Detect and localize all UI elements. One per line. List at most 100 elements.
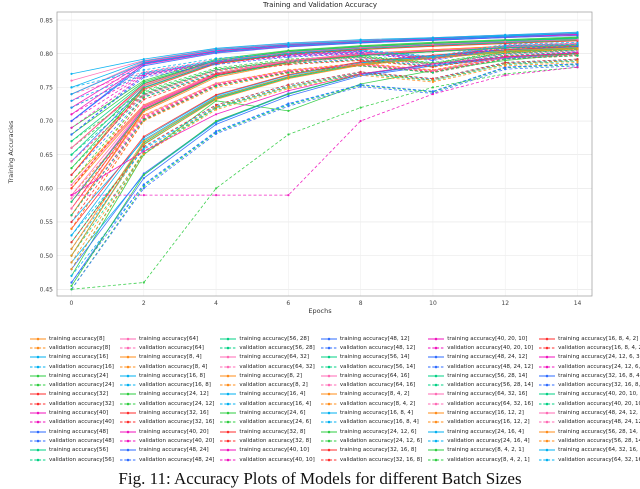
legend-item-label: training accuracy[8, 4, 2] <box>339 391 410 398</box>
legend-item-label: training accuracy[56, 28, 14] <box>447 372 528 379</box>
validation-series-line <box>71 44 578 135</box>
legend-line-sample <box>320 430 337 433</box>
series-marker <box>215 60 218 63</box>
validation-series-line <box>71 60 578 270</box>
series-marker <box>504 56 507 59</box>
training-series-line <box>71 47 578 250</box>
legend-line-sample <box>220 458 237 461</box>
series-marker <box>70 180 73 183</box>
series-marker <box>70 284 73 287</box>
series-marker <box>70 72 73 75</box>
series-marker <box>431 86 434 89</box>
training-series-line <box>71 39 578 149</box>
legend-line-sample <box>30 383 46 387</box>
legend-item-label: training accuracy[16, 8, 4] <box>339 410 413 417</box>
training-series-line <box>71 39 578 162</box>
series-marker <box>359 46 362 49</box>
series-marker <box>287 105 290 108</box>
series-marker <box>70 200 73 203</box>
series-marker <box>142 173 145 176</box>
series-marker <box>142 76 145 79</box>
legend-item-label: validation accuracy[64, 32, 16, 8] <box>558 456 640 463</box>
legend-item: validation accuracy[16, 12, 2] <box>428 418 533 427</box>
series-marker <box>287 87 290 90</box>
series-marker <box>287 71 290 74</box>
training-series-line <box>71 37 578 135</box>
legend-line-sample <box>428 458 445 461</box>
legend-line-sample <box>320 383 337 387</box>
series-marker <box>576 34 579 37</box>
legend-item: training accuracy[32, 16, 8] <box>320 446 422 455</box>
validation-series-line <box>71 66 578 290</box>
series-marker <box>215 130 218 133</box>
series-marker <box>142 187 145 190</box>
legend-item: validation accuracy[16, 4] <box>220 399 314 408</box>
accuracy-plot-svg: 0.45 0.50 0.55 0.60 0.65 0.70 0.75 0.80 0.85 0 2 4 6… <box>40 11 593 307</box>
legend-item: training accuracy[16, 4] <box>220 390 314 399</box>
series-marker <box>215 57 218 60</box>
legend-item: validation accuracy[64, 32, 16] <box>428 399 533 408</box>
series-marker <box>215 105 218 108</box>
legend-item-label: validation accuracy[64, 32, 16] <box>447 400 534 407</box>
legend-item: training accuracy[56, 28] <box>220 334 314 343</box>
series-marker <box>142 152 145 156</box>
series-marker <box>142 150 145 153</box>
legend-item-label: validation accuracy[16, 8] <box>138 382 211 389</box>
legend-line-sample <box>539 402 556 406</box>
legend-item: training accuracy[56, 28, 14] <box>428 371 533 380</box>
legend-line-sample <box>119 430 136 433</box>
legend-item: validation accuracy[32, 16, 8] <box>320 455 422 464</box>
legend-line-sample <box>119 337 136 340</box>
legend-item-label: training accuracy[40] <box>49 410 109 417</box>
series-marker <box>504 40 507 43</box>
series-marker <box>142 145 145 148</box>
legend-item: training accuracy[64] <box>119 334 214 343</box>
legend-item: training accuracy[32, 16] <box>119 408 214 417</box>
legend-item-label: training accuracy[32, 16, 8, 4] <box>558 372 640 379</box>
series-marker <box>142 72 145 75</box>
legend-item-label: training accuracy[24] <box>49 372 109 379</box>
series-marker <box>431 36 434 39</box>
series-marker <box>142 96 145 99</box>
legend-item-label: training accuracy[48, 12] <box>339 335 410 342</box>
legend-item: validation accuracy[24, 12, 6, 3] <box>539 362 640 371</box>
series-marker <box>70 153 73 156</box>
legend-line-sample <box>539 346 556 350</box>
legend-item: validation accuracy[40] <box>30 418 114 427</box>
x-tick-label: 14 <box>574 300 582 307</box>
legend-item: validation accuracy[16, 8, 4, 2] <box>539 343 640 352</box>
legend-item-label: validation accuracy[8, 4, 2] <box>339 400 416 407</box>
y-tick-label: 0.80 <box>40 51 54 58</box>
training-series-line <box>71 33 578 88</box>
legend-item-label: training accuracy[24, 12] <box>138 391 209 398</box>
legend-item-label: training accuracy[40, 20, 10] <box>447 335 528 342</box>
legend-line-sample <box>320 458 337 461</box>
legend-line-sample <box>428 337 445 340</box>
legend-item-label: training accuracy[48, 24, 12] <box>447 354 528 361</box>
legend-line-sample <box>320 411 337 415</box>
series-marker <box>142 135 145 138</box>
legend-item: validation accuracy[16] <box>30 362 114 371</box>
legend-item: training accuracy[56, 14] <box>320 353 422 362</box>
legend-line-sample <box>428 365 445 368</box>
legend-item-label: training accuracy[32, 16] <box>138 410 209 417</box>
series-marker <box>142 60 145 63</box>
legend-line-sample <box>30 337 46 340</box>
series-marker <box>70 254 73 257</box>
series-marker <box>287 133 290 136</box>
series-marker <box>287 77 290 80</box>
legend-item: training accuracy[40] <box>30 408 114 417</box>
legend-item: training accuracy[16] <box>30 353 114 362</box>
series-marker <box>142 183 145 186</box>
legend-item-label: training accuracy[48, 24] <box>138 447 209 454</box>
legend-line-sample <box>320 355 337 359</box>
legend-line-sample <box>30 365 46 368</box>
series-marker <box>576 47 579 51</box>
series-marker <box>431 77 434 80</box>
legend-item: validation accuracy[48, 12] <box>320 343 422 352</box>
series-marker <box>142 114 145 117</box>
legend-line-sample <box>119 355 136 359</box>
legend-item-label: validation accuracy[32, 8] <box>239 437 312 444</box>
legend-item-label: training accuracy[16] <box>49 354 109 361</box>
series-marker <box>504 61 507 64</box>
